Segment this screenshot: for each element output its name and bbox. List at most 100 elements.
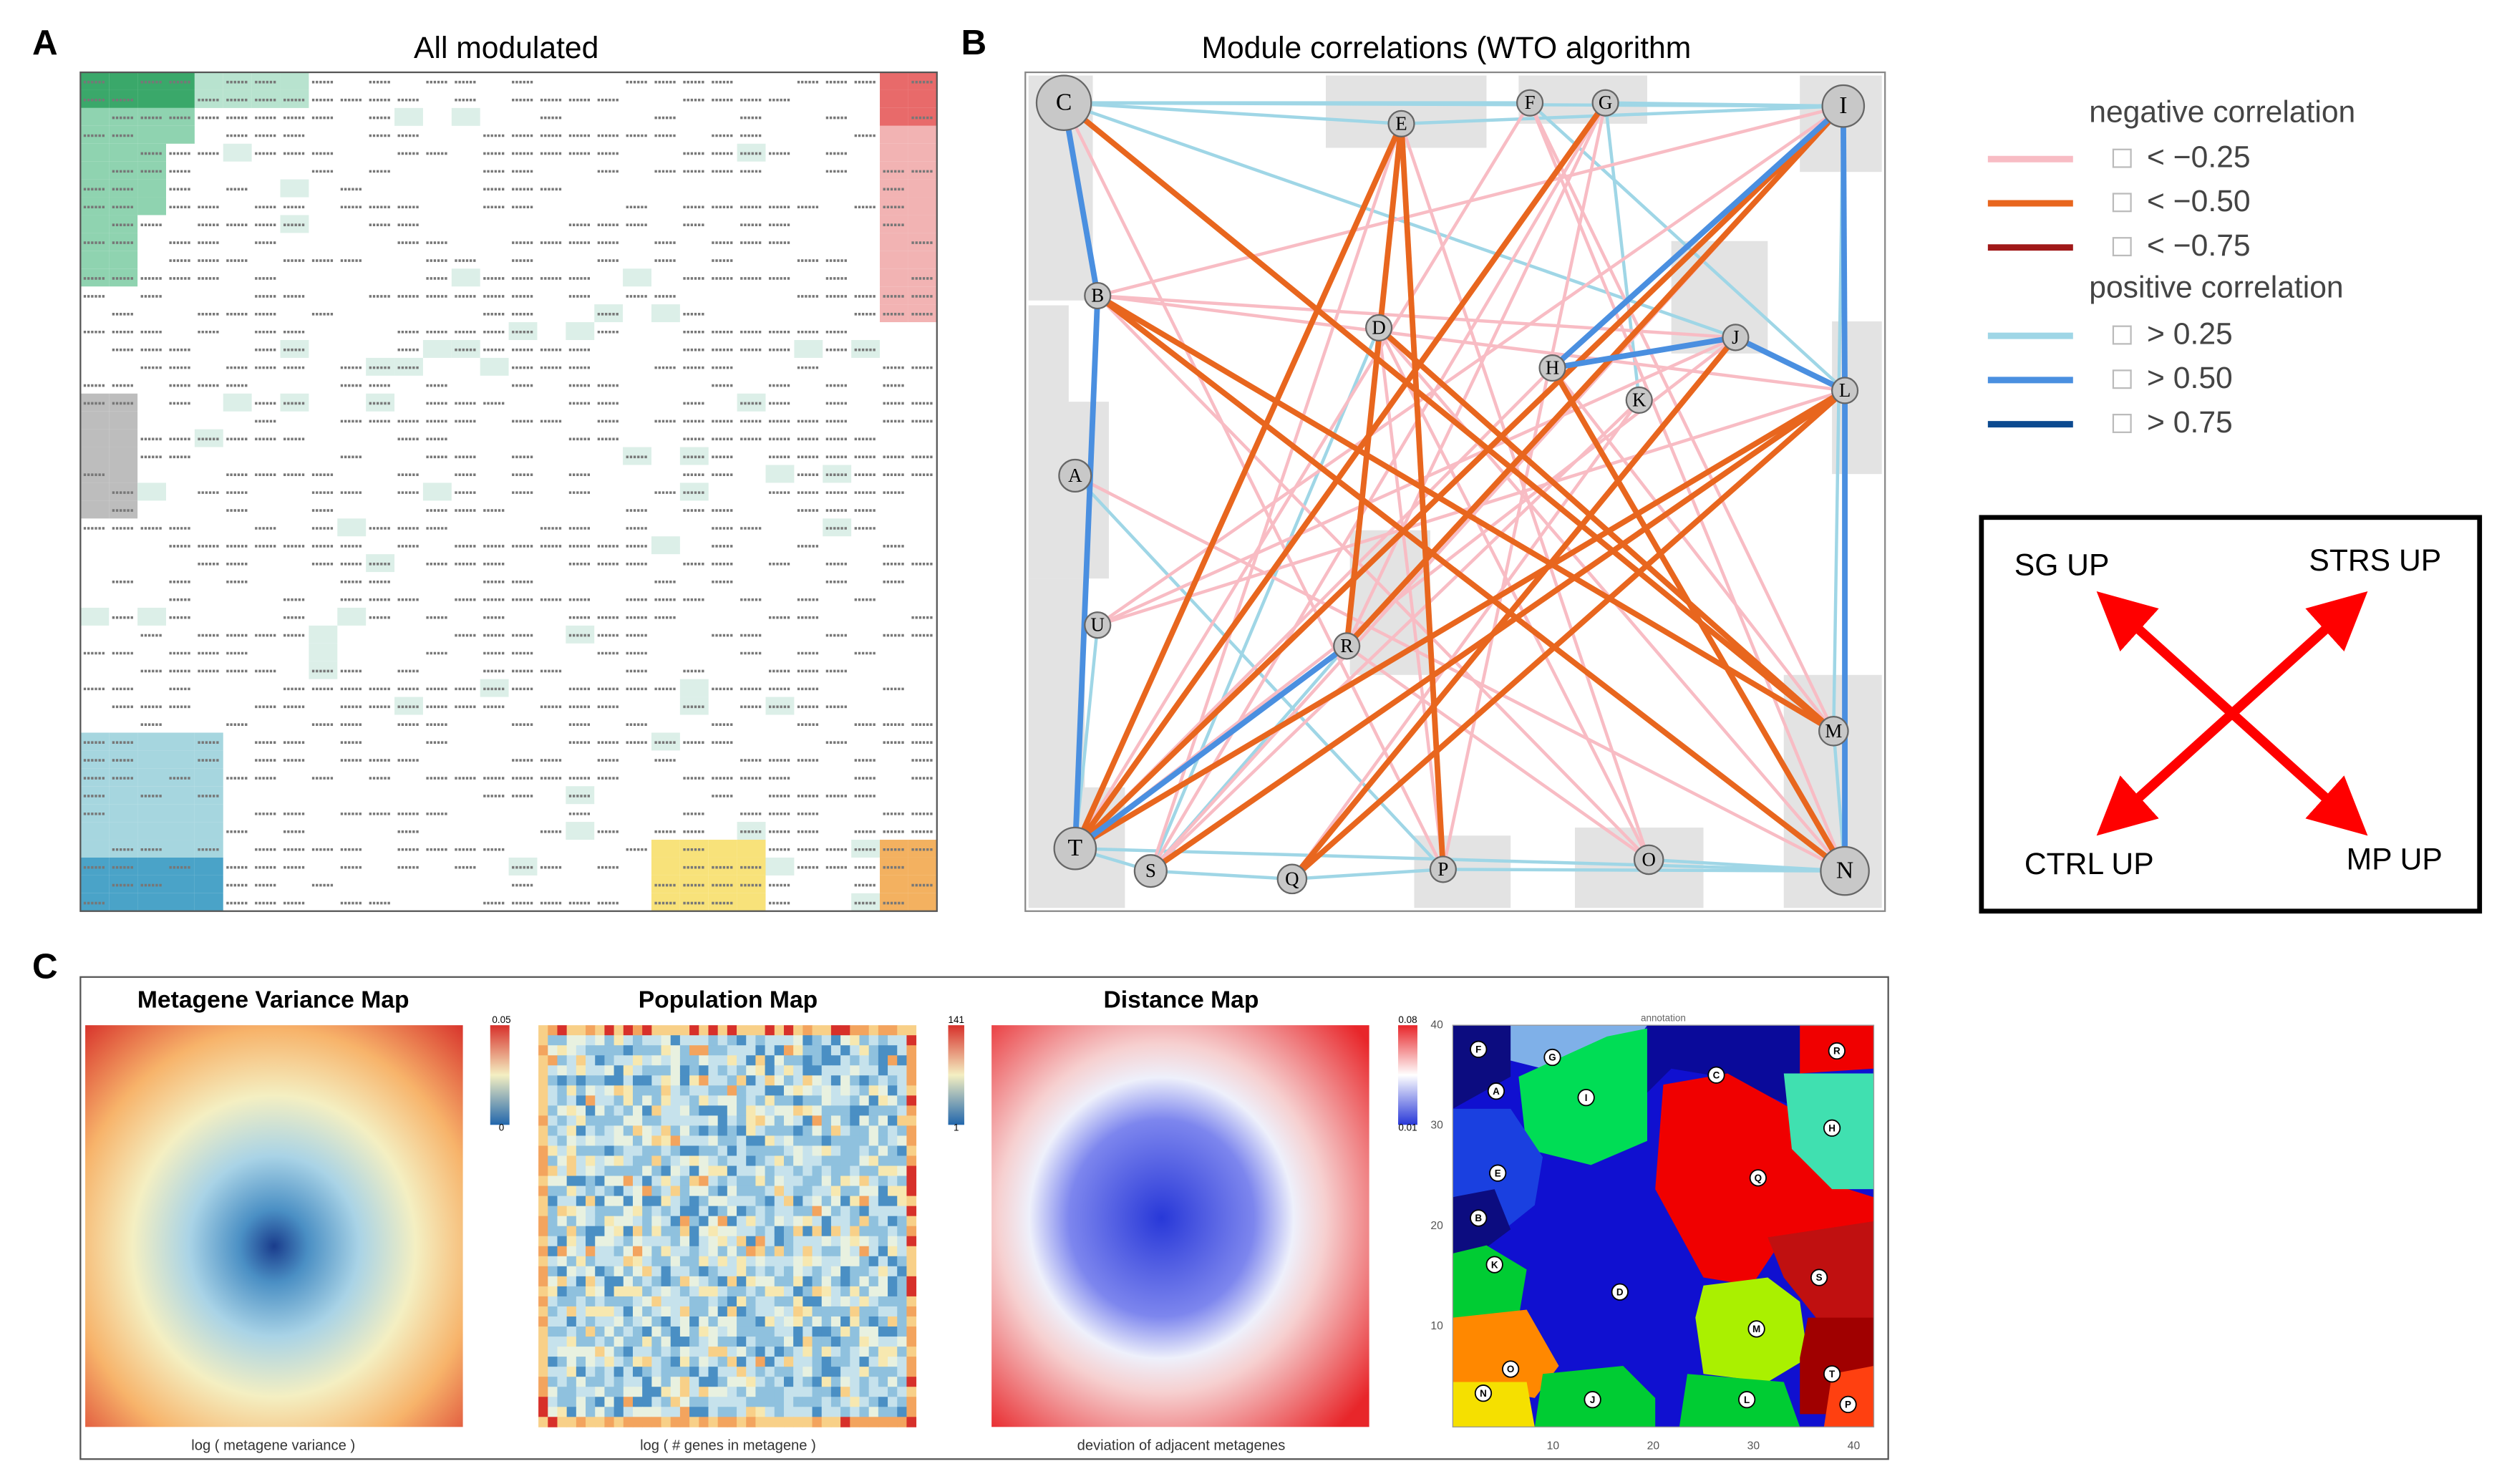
population-cell [689, 1357, 699, 1367]
population-cell [850, 1095, 860, 1106]
population-cell [548, 1306, 558, 1317]
population-cell [746, 1145, 756, 1156]
grid-cell [80, 822, 110, 840]
grid-cell [194, 875, 223, 893]
node-label: H [1546, 357, 1559, 378]
population-cell [821, 1337, 832, 1347]
population-cell [632, 1226, 643, 1237]
grid-cell [109, 143, 138, 162]
population-cell [586, 1055, 596, 1066]
population-cell [755, 1327, 766, 1337]
population-cell [755, 1417, 766, 1427]
population-cell [632, 1125, 643, 1136]
population-cell [642, 1025, 652, 1036]
population-cell [576, 1105, 586, 1116]
population-cell [661, 1095, 671, 1106]
population-cell [689, 1125, 699, 1136]
grid-cell [880, 107, 908, 126]
population-cell [717, 1236, 728, 1247]
population-cell [746, 1196, 756, 1207]
node [1276, 863, 1308, 895]
population-cell [623, 1196, 634, 1207]
population-cell [538, 1216, 548, 1227]
population-cell [604, 1115, 615, 1126]
population-cell [812, 1296, 823, 1307]
population-cell [632, 1175, 643, 1187]
population-cell [566, 1276, 577, 1287]
population-cell [783, 1216, 794, 1227]
population-cell [586, 1276, 596, 1287]
population-cell [689, 1196, 699, 1207]
population-cell [868, 1095, 879, 1106]
population-cell [774, 1347, 785, 1357]
population-cell [548, 1065, 558, 1076]
population-cell [614, 1175, 624, 1187]
population-cell [755, 1367, 766, 1377]
population-cell [576, 1206, 586, 1217]
population-cell [783, 1377, 794, 1387]
population-cell [793, 1185, 803, 1197]
population-cell [774, 1407, 785, 1417]
population-cell [888, 1266, 898, 1277]
population-cell [604, 1337, 615, 1347]
population-cell [557, 1165, 568, 1177]
population-cell [802, 1025, 813, 1036]
population-cell [548, 1206, 558, 1217]
population-cell [906, 1055, 917, 1066]
population-cell [557, 1095, 568, 1106]
region-marker [1485, 1256, 1503, 1274]
population-cell [538, 1367, 548, 1377]
panel-title: All modulated [414, 31, 598, 65]
population-cell [604, 1175, 615, 1187]
node-label: F [1525, 92, 1536, 113]
population-cell [717, 1296, 728, 1307]
grid-cell [908, 179, 937, 198]
grid-cell [80, 251, 110, 269]
population-cell [840, 1105, 850, 1116]
population-cell [906, 1025, 917, 1036]
population-cell [737, 1165, 747, 1177]
grid-cell [451, 107, 480, 126]
population-cell [566, 1377, 577, 1387]
population-cell [830, 1316, 841, 1327]
population-cell [604, 1135, 615, 1146]
population-cell [661, 1055, 671, 1066]
population-cell [576, 1256, 586, 1267]
population-cell [878, 1075, 888, 1086]
population-cell [859, 1065, 870, 1076]
population-cell [765, 1095, 775, 1106]
population-cell [878, 1155, 888, 1166]
population-cell [859, 1155, 870, 1166]
population-cell [878, 1266, 888, 1277]
legend-checkbox [2112, 237, 2132, 257]
population-cell [586, 1327, 596, 1337]
population-cell [623, 1367, 634, 1377]
population-cell [679, 1196, 690, 1207]
population-cell [699, 1105, 709, 1116]
population-cell [878, 1175, 888, 1187]
population-cell [651, 1145, 661, 1156]
population-cell [717, 1417, 728, 1427]
population-cell [717, 1306, 728, 1317]
population-cell [850, 1347, 860, 1357]
population-cell [548, 1135, 558, 1146]
population-cell [623, 1296, 634, 1307]
population-cell [614, 1025, 624, 1036]
population-cell [897, 1387, 907, 1397]
population-cell [566, 1206, 577, 1217]
population-cell [821, 1296, 832, 1307]
population-cell [774, 1397, 785, 1407]
region-label: E [1495, 1168, 1501, 1178]
population-cell [699, 1306, 709, 1317]
population-cell [812, 1165, 823, 1177]
population-cell [821, 1206, 832, 1217]
population-cell [679, 1085, 690, 1096]
population-cell [812, 1286, 823, 1297]
population-cell [699, 1115, 709, 1126]
population-cell [888, 1045, 898, 1056]
population-cell [586, 1035, 596, 1046]
grid-cell [165, 750, 195, 769]
population-cell [699, 1316, 709, 1327]
population-cell [604, 1226, 615, 1237]
